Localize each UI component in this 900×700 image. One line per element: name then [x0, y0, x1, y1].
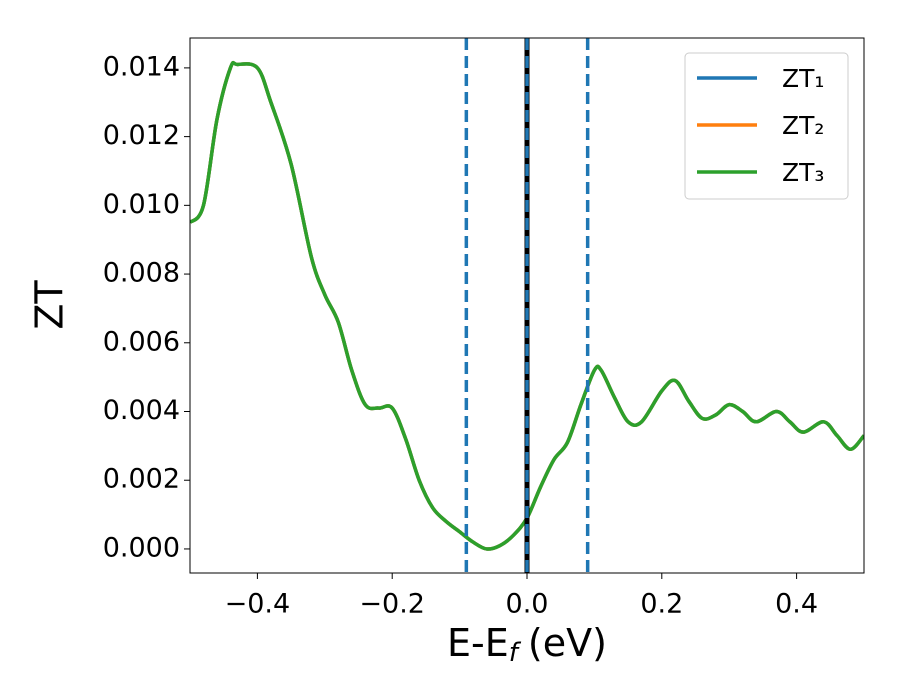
y-tick-label: 0.002	[103, 464, 180, 495]
x-label-tail: (eV)	[528, 621, 607, 665]
plot	[190, 38, 864, 573]
x-tick-label: 0.2	[640, 589, 683, 620]
legend-box	[684, 52, 849, 200]
y-axis-label: ZT	[28, 280, 72, 330]
legend-label: ZT₃	[782, 158, 824, 187]
x-tick-label: 0.4	[775, 589, 818, 620]
y-tick-label: 0.012	[103, 120, 180, 151]
x-label-sub: f	[509, 638, 522, 668]
y-tick-label: 0.004	[103, 395, 180, 426]
y-tick-label: 0.014	[103, 51, 180, 82]
y-tick-label: 0.006	[103, 326, 180, 357]
x-axis-label: E-Ef (eV)	[447, 621, 607, 668]
x-tick-label: −0.2	[359, 589, 425, 620]
plot-frame	[189, 37, 865, 574]
legend-label: ZT₁	[782, 64, 824, 93]
legend-label: ZT₂	[782, 111, 824, 140]
y-tick-label: 0.008	[103, 258, 180, 289]
y-tick-label: 0.010	[103, 189, 180, 220]
series-line	[190, 60, 864, 551]
x-tick-label: −0.4	[225, 589, 291, 620]
x-label-main: E-E	[447, 621, 509, 665]
y-tick-label: 0.000	[103, 532, 180, 563]
x-tick-label: 0.0	[506, 589, 549, 620]
